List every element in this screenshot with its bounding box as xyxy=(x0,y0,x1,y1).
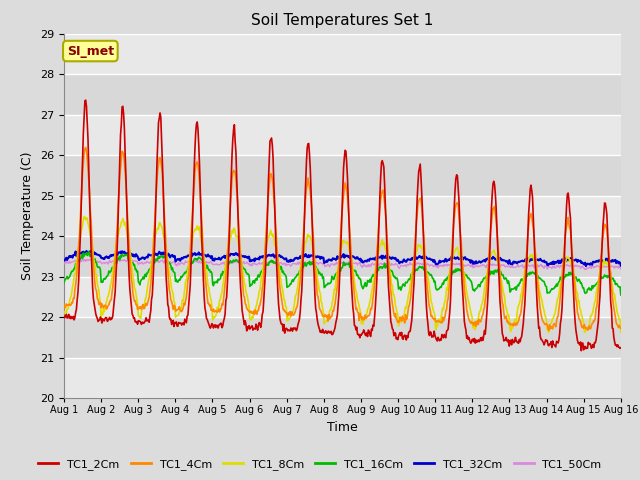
TC1_8Cm xyxy=(185,259,193,265)
TC1_16Cm xyxy=(60,279,68,285)
TC1_16Cm xyxy=(214,276,222,282)
TC1_50Cm xyxy=(617,266,625,272)
Text: SI_met: SI_met xyxy=(67,45,114,58)
TC1_8Cm xyxy=(80,214,88,219)
TC1_32Cm xyxy=(582,263,590,269)
Bar xyxy=(64,277,621,317)
TC1_50Cm xyxy=(185,259,193,265)
Bar xyxy=(64,115,621,155)
TC1_32Cm xyxy=(128,253,136,259)
TC1_16Cm xyxy=(128,260,136,265)
Bar xyxy=(64,317,621,358)
TC1_4Cm xyxy=(128,281,136,287)
TC1_2Cm xyxy=(428,330,435,336)
Title: Soil Temperatures Set 1: Soil Temperatures Set 1 xyxy=(252,13,433,28)
TC1_8Cm xyxy=(545,330,552,336)
TC1_50Cm xyxy=(70,258,78,264)
TC1_16Cm xyxy=(617,292,625,298)
TC1_50Cm xyxy=(582,267,590,273)
TC1_4Cm xyxy=(545,327,552,333)
TC1_2Cm xyxy=(617,345,625,351)
TC1_16Cm xyxy=(411,269,419,275)
Line: TC1_8Cm: TC1_8Cm xyxy=(64,216,621,333)
Bar xyxy=(64,155,621,196)
TC1_8Cm xyxy=(411,256,419,262)
TC1_8Cm xyxy=(128,268,136,274)
TC1_2Cm xyxy=(214,325,222,331)
TC1_32Cm xyxy=(214,256,222,262)
TC1_4Cm xyxy=(428,313,435,319)
TC1_50Cm xyxy=(79,256,86,262)
TC1_50Cm xyxy=(214,262,222,267)
TC1_4Cm xyxy=(617,325,625,331)
TC1_4Cm xyxy=(82,144,90,150)
Line: TC1_4Cm: TC1_4Cm xyxy=(64,147,621,330)
TC1_16Cm xyxy=(428,272,435,277)
Bar xyxy=(64,236,621,277)
Bar xyxy=(64,34,621,74)
TC1_8Cm xyxy=(70,273,78,279)
TC1_4Cm xyxy=(214,308,222,314)
TC1_8Cm xyxy=(617,330,625,336)
TC1_16Cm xyxy=(185,264,193,269)
Line: TC1_16Cm: TC1_16Cm xyxy=(64,252,621,295)
Line: TC1_32Cm: TC1_32Cm xyxy=(64,251,621,266)
TC1_50Cm xyxy=(128,257,136,263)
TC1_2Cm xyxy=(577,348,585,354)
TC1_2Cm xyxy=(411,258,419,264)
TC1_32Cm xyxy=(185,252,193,258)
TC1_32Cm xyxy=(428,257,435,263)
TC1_32Cm xyxy=(60,258,68,264)
Bar xyxy=(64,74,621,115)
TC1_32Cm xyxy=(411,255,419,261)
X-axis label: Time: Time xyxy=(327,421,358,434)
TC1_2Cm xyxy=(60,313,68,319)
TC1_8Cm xyxy=(428,299,435,304)
TC1_32Cm xyxy=(617,263,625,268)
TC1_2Cm xyxy=(82,97,90,103)
TC1_4Cm xyxy=(70,296,78,301)
TC1_16Cm xyxy=(70,265,78,271)
Line: TC1_2Cm: TC1_2Cm xyxy=(64,100,621,351)
Bar xyxy=(64,196,621,236)
Line: TC1_50Cm: TC1_50Cm xyxy=(64,259,621,270)
TC1_4Cm xyxy=(60,302,68,308)
Bar xyxy=(64,358,621,398)
TC1_32Cm xyxy=(70,252,78,258)
TC1_32Cm xyxy=(83,248,90,254)
TC1_4Cm xyxy=(185,274,193,279)
Legend: TC1_2Cm, TC1_4Cm, TC1_8Cm, TC1_16Cm, TC1_32Cm, TC1_50Cm: TC1_2Cm, TC1_4Cm, TC1_8Cm, TC1_16Cm, TC1… xyxy=(34,455,606,474)
TC1_4Cm xyxy=(411,242,419,248)
TC1_2Cm xyxy=(185,302,193,308)
Y-axis label: Soil Temperature (C): Soil Temperature (C) xyxy=(22,152,35,280)
TC1_50Cm xyxy=(428,262,435,268)
TC1_8Cm xyxy=(214,307,222,313)
TC1_8Cm xyxy=(60,310,68,316)
TC1_2Cm xyxy=(70,317,78,323)
TC1_50Cm xyxy=(411,261,419,267)
TC1_50Cm xyxy=(60,261,68,267)
TC1_16Cm xyxy=(85,249,93,254)
TC1_2Cm xyxy=(128,311,136,317)
